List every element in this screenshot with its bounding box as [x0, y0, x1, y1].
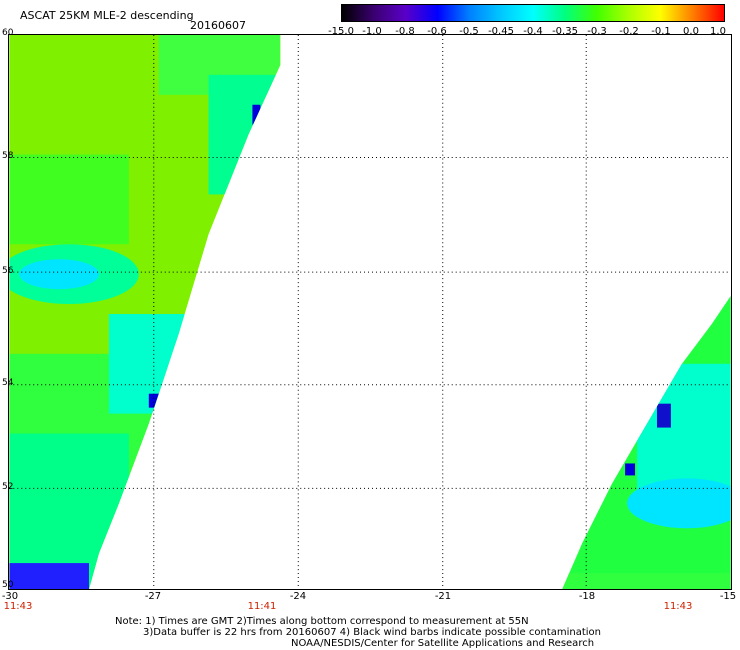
lon-label: -18	[578, 591, 596, 602]
time-label: 11:43	[663, 601, 693, 612]
map-date: 20160607	[190, 19, 246, 32]
lon-label: -24	[289, 591, 307, 602]
lat-label: 52	[2, 482, 14, 492]
lon-label: -27	[144, 591, 162, 602]
colorbar-tick: -0.2	[619, 26, 639, 37]
lat-label: 50	[2, 580, 14, 590]
right-swath	[562, 296, 731, 589]
map-title: ASCAT 25KM MLE-2 descending	[20, 9, 194, 22]
colorbar-tick: -0.4	[523, 26, 543, 37]
lon-label: -30	[1, 591, 19, 602]
colorbar-tick: -0.1	[651, 26, 671, 37]
gridlines	[9, 35, 731, 589]
colorbar-tick: -0.35	[552, 26, 578, 37]
time-label: 11:43	[3, 601, 33, 612]
colorbar-tick: -0.3	[587, 26, 607, 37]
swath-map	[8, 34, 732, 590]
lon-label: -15	[719, 591, 737, 602]
lon-label: -21	[434, 591, 452, 602]
colorbar-tick: 0.0	[683, 26, 699, 37]
colorbar-tick: -0.45	[488, 26, 514, 37]
note-line-3: NOAA/NESDIS/Center for Satellite Applica…	[291, 638, 595, 649]
colorbar-tick: -0.6	[427, 26, 447, 37]
lat-label: 60	[2, 28, 14, 38]
left-swath	[9, 35, 281, 589]
lat-label: 56	[2, 266, 14, 276]
colorbar-tick: -1.0	[362, 26, 382, 37]
colorbar-tick: -15.0	[328, 26, 354, 37]
colorbar-tick: -0.8	[395, 26, 415, 37]
lat-label: 54	[2, 378, 14, 388]
lat-label: 58	[2, 151, 14, 161]
colorbar-tick: 1.0	[710, 26, 726, 37]
note-line-2: 3)Data buffer is 22 hrs from 20160607 4)…	[143, 627, 601, 638]
note-line-1: Note: 1) Times are GMT 2)Times along bot…	[115, 616, 529, 627]
colorbar	[341, 4, 725, 22]
time-label: 11:41	[247, 601, 277, 612]
colorbar-tick: -0.5	[459, 26, 479, 37]
